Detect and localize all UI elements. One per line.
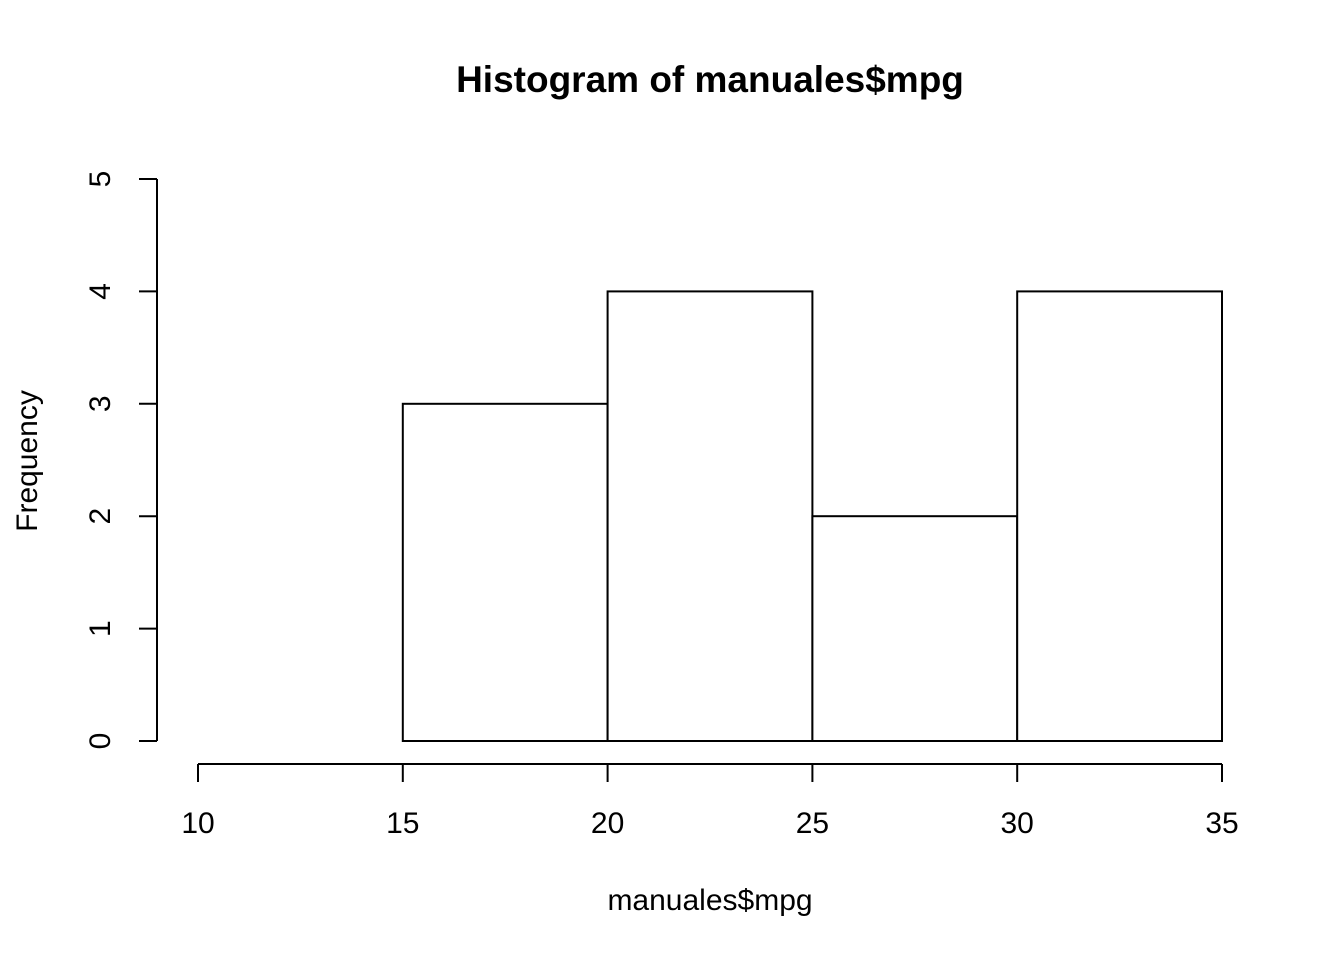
x-tick-label-3: 25 [796, 807, 829, 840]
y-axis: 0 1 2 3 4 5 [84, 171, 158, 750]
chart-title: Histogram of manuales$mpg [456, 59, 964, 100]
y-tick-label-5: 5 [84, 171, 117, 188]
x-axis-label: manuales$mpg [607, 884, 812, 917]
histogram-bar-0 [401, 402, 609, 742]
bars-group [401, 290, 1224, 743]
x-axis: 10 15 20 25 30 35 [181, 763, 1239, 840]
x-tick-label-1: 15 [386, 807, 419, 840]
y-tick-label-0: 0 [84, 733, 117, 750]
x-tick-label-4: 30 [1001, 807, 1034, 840]
x-tick-label-2: 20 [591, 807, 624, 840]
y-axis-label: Frequency [11, 390, 44, 532]
x-tick-label-5: 35 [1205, 807, 1238, 840]
histogram-bar-2 [811, 515, 1019, 743]
y-tick-label-1: 1 [84, 620, 117, 637]
y-tick-label-4: 4 [84, 283, 117, 300]
x-tick-label-0: 10 [181, 807, 214, 840]
histogram-bar-3 [1016, 290, 1224, 742]
y-tick-label-3: 3 [84, 395, 117, 412]
histogram-bar-1 [606, 290, 814, 742]
y-tick-label-2: 2 [84, 508, 117, 525]
